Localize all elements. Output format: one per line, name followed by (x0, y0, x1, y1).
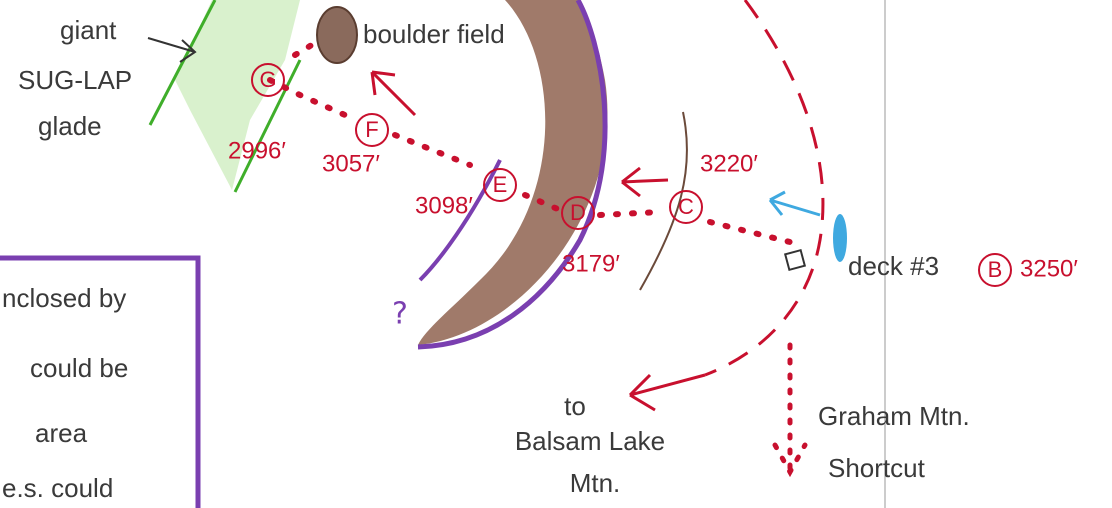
label: Graham Mtn. (818, 401, 970, 431)
map: giant SUG-LAP glade boulder field G 2996′… (0, 0, 1112, 508)
trail (705, 0, 823, 375)
waypoint-label: F (365, 117, 378, 142)
note-text: nclosed by (2, 283, 126, 313)
label: Mtn. (570, 468, 621, 498)
deck-marker (785, 250, 805, 270)
trail (775, 345, 805, 472)
label: Balsam Lake (515, 426, 665, 456)
label: giant (60, 15, 117, 45)
arrow (770, 192, 820, 215)
note-text: could be (30, 353, 128, 383)
label: deck #3 (848, 251, 939, 281)
label: SUG-LAP (18, 65, 132, 95)
note-text: e.s. could (2, 473, 113, 503)
label: ? (392, 297, 408, 332)
note-text: area (35, 418, 88, 448)
elevation: 3220′ (700, 150, 758, 177)
waypoint-label: D (570, 200, 586, 225)
waypoint-label: E (493, 172, 508, 197)
label: glade (38, 111, 102, 141)
arrow (630, 375, 705, 410)
elevation: 3057′ (322, 150, 380, 177)
boulder (317, 7, 357, 63)
elevation: 3250′ (1020, 255, 1078, 282)
arrow (622, 168, 668, 196)
ridge-edge (420, 160, 500, 280)
label: Shortcut (828, 453, 926, 483)
elevation: 3179′ (562, 250, 620, 277)
label: to (564, 391, 586, 421)
arrow (372, 72, 415, 115)
waypoint-label: B (988, 257, 1003, 282)
elevation: 2996′ (228, 137, 286, 164)
waypoint-label: C (678, 194, 694, 219)
water (833, 214, 847, 262)
waypoint-label: G (259, 67, 276, 92)
ridge (418, 0, 607, 345)
label: boulder field (363, 19, 505, 49)
elevation: 3098′ (415, 192, 473, 219)
page: {"glade_label": ["giant", "SUG-LAP", "gl… (0, 0, 1112, 508)
